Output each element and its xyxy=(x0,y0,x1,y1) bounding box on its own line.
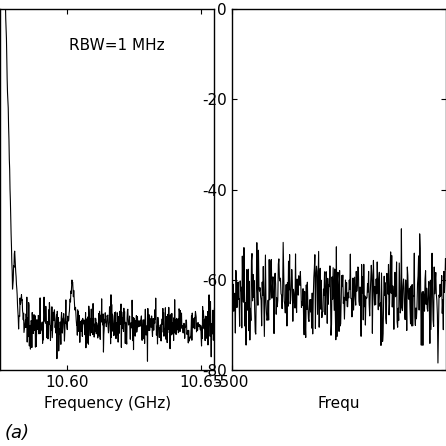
X-axis label: Frequency (GHz): Frequency (GHz) xyxy=(44,396,171,411)
Text: (a): (a) xyxy=(4,424,29,442)
Text: RBW=1 MHz: RBW=1 MHz xyxy=(69,38,164,53)
X-axis label: Frequ: Frequ xyxy=(318,396,360,411)
